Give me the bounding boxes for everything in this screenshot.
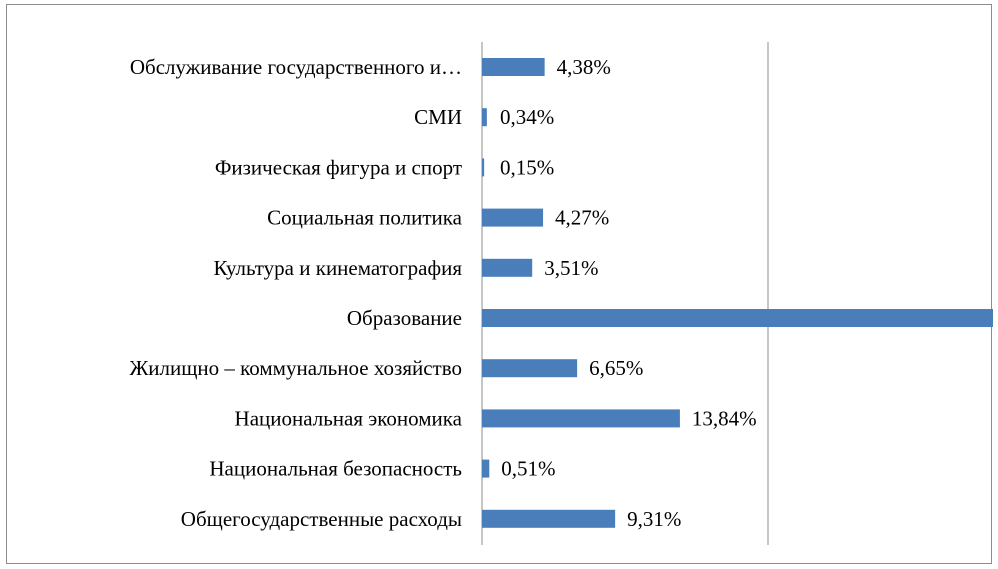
value-label: 3,51% [544,256,598,280]
value-labels: 4,38%0,34%0,15%4,27%3,51%57,04%6,65%13,8… [500,55,757,531]
category-label: Национальная экономика [235,406,463,430]
value-label: 0,34% [500,105,554,129]
category-label: Общегосударственные расходы [181,507,462,531]
bar [482,459,490,478]
category-labels: Обслуживание государственного и… СМИ Физич… [129,55,462,531]
category-label: Обслуживание государственного и… [130,55,462,79]
category-label: Социальная политика [267,206,462,230]
value-label: 9,31% [627,507,681,531]
bar [482,309,993,327]
bar [482,158,485,177]
bars [482,58,993,528]
bar [482,409,680,428]
bar [482,108,487,127]
value-label: 4,38% [557,55,611,79]
value-label: 0,51% [501,457,555,481]
bar [482,258,533,277]
category-label: Национальная безопасность [209,457,462,481]
value-label: 6,65% [589,356,643,380]
category-label: Жилищно – коммунальное хозяйство [129,356,462,380]
bar [482,359,578,378]
category-label: СМИ [414,105,462,129]
category-label: Образование [347,306,462,330]
chart-frame: Обслуживание государственного и… СМИ Физич… [6,4,993,564]
bar [482,58,545,76]
bar [482,509,616,528]
value-label: 0,15% [500,155,554,179]
category-label: Физическая фигура и спорт [215,155,462,179]
gridlines [767,42,769,545]
bar-chart: Обслуживание государственного и… СМИ Физич… [129,42,993,545]
value-label: 13,84% [692,406,757,430]
bar [482,208,544,227]
category-label: Культура и кинематография [214,256,463,280]
value-label: 4,27% [555,206,609,230]
